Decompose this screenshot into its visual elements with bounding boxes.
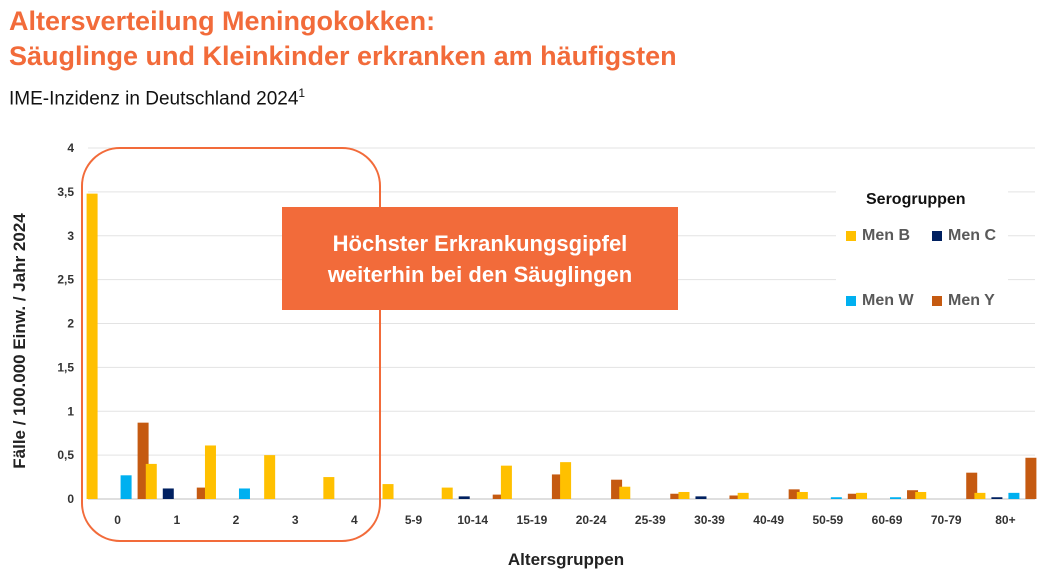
legend-item-men-w: Men W [846,292,914,310]
bar-men-b-80+ [974,492,986,499]
bar-men-y-30-39 [729,495,741,499]
bar-men-c-10-14 [458,496,470,499]
bar-men-y-10-14 [492,494,504,499]
legend-swatch [846,231,856,241]
legend-label: Men C [948,227,996,244]
bar-men-b-30-39 [678,491,690,499]
page-title: Altersverteilung Meningokokken: Säugling… [9,4,677,74]
bar-men-c-1 [162,488,174,499]
y-tick-label: 1 [67,404,74,418]
bar-men-b-4 [323,477,335,499]
legend: Serogruppen Men B Men C Men W Men Y [836,187,1008,322]
x-axis-title: Altersgruppen [508,550,624,569]
x-tick-label: 50-59 [812,513,843,527]
y-tick-label: 3,5 [57,185,74,199]
x-tick-label: 2 [233,513,240,527]
bar-men-c-80+ [991,497,1003,499]
legend-item-men-b: Men B [846,227,910,245]
bar-men-w-0 [120,475,132,499]
callout-line-2: weiterhin bei den Säuglingen [327,261,633,287]
x-tick-label: 4 [351,513,358,527]
bar-men-b-50-59 [796,491,808,499]
bar-men-w-80+ [1008,492,1020,499]
y-tick-label: 0,5 [57,448,74,462]
bar-men-b-20-24 [560,462,572,499]
subtitle-text: IME-Inzidenz in Deutschland 2024 [9,88,299,110]
bar-men-b-60-69 [856,492,868,499]
x-tick-label: 40-49 [753,513,784,527]
bars [86,193,1037,499]
chart-subtitle: IME-Inzidenz in Deutschland 20241 [9,86,305,110]
bar-men-b-3 [264,455,276,499]
bar-men-y-1 [196,487,208,499]
bar-men-c-30-39 [695,496,707,499]
legend-swatch [846,296,856,306]
x-tick-labels: 0 1 2 3 4 5-9 10-14 15-19 20-24 25-39 30-39 40-49 50… [114,513,1015,527]
bar-men-b-0 [86,193,98,499]
bar-men-b-70-79 [915,491,927,499]
bar-men-y-50-59 [847,493,859,499]
y-tick-label: 2 [67,317,74,331]
bar-men-y-70-79 [966,472,978,499]
legend-label: Men B [862,227,910,244]
bar-men-b-5-9 [382,484,394,499]
footnote-marker: 1 [298,86,306,100]
bar-men-y-40-49 [788,489,800,499]
y-tick-labels: 0 0,5 1 1,5 2 2,5 3 3,5 4 [57,141,74,506]
bar-men-b-10-14 [441,487,453,499]
bar-men-y-20-24 [611,479,623,499]
legend-label: Men Y [948,292,995,309]
title-line-2: Säuglinge und Kleinkinder erkranken am h… [9,41,677,71]
x-tick-label: 70-79 [931,513,962,527]
x-tick-label: 1 [173,513,180,527]
bar-men-b-2 [204,445,216,499]
bar-men-y-60-69 [907,490,919,499]
bar-men-y-0 [137,422,149,499]
bar-men-b-25-39 [619,486,631,499]
y-tick-label: 2,5 [57,273,74,287]
bar-men-w-50-59 [830,497,842,499]
x-tick-label: 0 [114,513,121,527]
callout-line-1: Höchster Erkrankungsgipfel [332,230,628,256]
title-line-1: Altersverteilung Meningokokken: [9,6,436,36]
x-tick-label: 10-14 [457,513,488,527]
legend-swatch [932,296,942,306]
x-tick-label: 80+ [995,513,1015,527]
bar-men-y-25-39 [670,493,682,499]
highlight-frame [81,147,381,542]
x-tick-label: 60-69 [872,513,903,527]
bar-men-b-15-19 [500,465,512,499]
callout-box: Höchster Erkrankungsgipfel weiterhin bei… [282,207,678,310]
bar-men-b-40-49 [737,492,749,499]
x-tick-label: 20-24 [576,513,607,527]
legend-item-men-c: Men C [932,227,996,245]
x-tick-label: 15-19 [517,513,548,527]
y-axis-title: Fälle / 100.000 Einw. / Jahr 2024 [10,213,29,469]
y-tick-label: 3 [67,229,74,243]
x-tick-label: 3 [292,513,299,527]
bar-men-w-60-69 [890,497,902,499]
legend-label: Men W [862,292,914,309]
y-tick-label: 0 [67,492,74,506]
legend-item-men-y: Men Y [932,292,995,310]
bar-men-y-15-19 [551,474,563,499]
bar-men-w-2 [238,488,250,499]
x-tick-label: 5-9 [405,513,423,527]
y-tick-label: 4 [67,141,74,155]
x-tick-label: 30-39 [694,513,725,527]
legend-swatch [932,231,942,241]
legend-title: Serogruppen [866,191,966,208]
y-tick-label: 1,5 [57,360,74,374]
bar-men-y-80+ [1025,457,1037,499]
x-tick-label: 25-39 [635,513,666,527]
bar-men-b-1 [145,463,157,499]
